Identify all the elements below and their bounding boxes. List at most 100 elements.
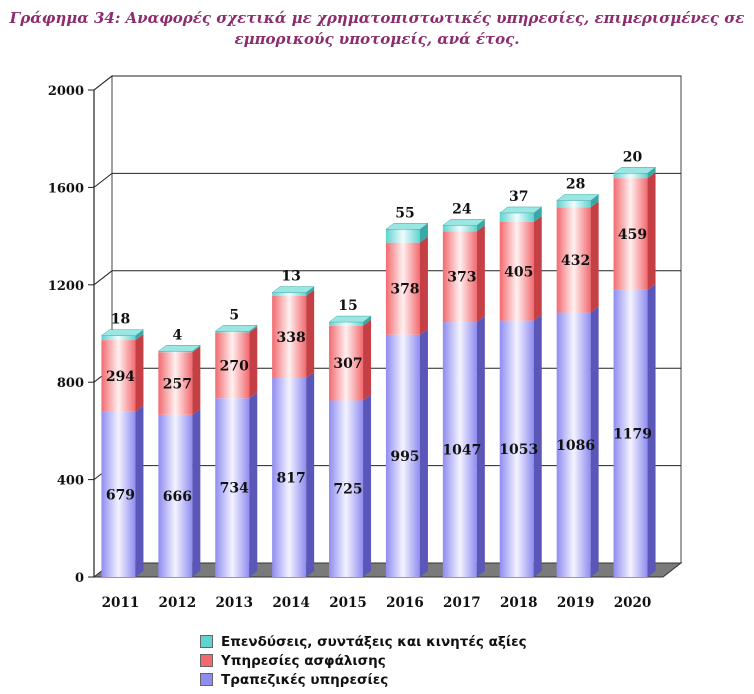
bar-side-banking-2019 — [590, 306, 599, 577]
data-label-insurance-2012: 257 — [163, 377, 192, 393]
gridline-side — [93, 270, 113, 286]
legend-label-banking: Τραπεζικές υπηρεσίες — [221, 671, 389, 688]
bar-side-insurance-2014 — [306, 289, 315, 379]
bar-insurance-2012 — [158, 352, 193, 415]
bar-side-banking-2016 — [419, 328, 428, 577]
bar-investments-2015 — [329, 322, 364, 326]
y-tick-label: 2000 — [48, 84, 84, 99]
chart-title-line-2: εμπορικούς υποτομείς, ανά έτος. — [234, 30, 520, 48]
bar-side-banking-2015 — [363, 394, 372, 577]
legend-item-banking: Τραπεζικές υπηρεσίες — [200, 670, 527, 689]
bar-insurance-2017 — [442, 231, 477, 323]
legend-label-insurance: Υπηρεσίες ασφάλισης — [221, 652, 386, 669]
x-tick-label-2018: 2018 — [500, 595, 538, 611]
bar-side-investments-2019 — [590, 194, 599, 208]
bar-investments-2011 — [101, 335, 136, 341]
bar-side-banking-2012 — [192, 408, 201, 577]
data-label-insurance-2015: 307 — [333, 356, 362, 372]
bar-insurance-2013 — [215, 332, 250, 399]
bar-insurance-2014 — [272, 295, 307, 379]
data-label-banking-2020: 1179 — [613, 426, 652, 442]
y-tick-label: 800 — [57, 376, 84, 391]
data-label-insurance-2018: 405 — [504, 264, 533, 280]
data-label-banking-2012: 666 — [163, 489, 192, 505]
bar-banking-2014 — [272, 378, 307, 577]
bar-investments-2013 — [215, 331, 250, 333]
x-tick-label-2012: 2012 — [159, 595, 197, 611]
bar-side-insurance-2020 — [647, 172, 656, 290]
bar-top-2019 — [555, 194, 600, 201]
data-label-investments-2016: 55 — [395, 205, 414, 221]
bar-investments-2018 — [499, 212, 534, 222]
bar-side-banking-2020 — [647, 283, 656, 577]
bar-investments-2019 — [556, 200, 591, 208]
data-label-banking-2019: 1086 — [556, 438, 595, 454]
bar-insurance-2011 — [101, 340, 136, 412]
data-label-insurance-2017: 373 — [447, 270, 476, 286]
data-label-investments-2014: 13 — [281, 269, 300, 285]
y-tick-label: 0 — [75, 571, 84, 586]
data-label-investments-2017: 24 — [452, 201, 472, 217]
bar-banking-2013 — [215, 398, 250, 577]
bar-investments-2012 — [158, 351, 193, 353]
bar-side-banking-2011 — [135, 405, 144, 577]
bar-top-2012 — [157, 345, 202, 352]
data-label-banking-2018: 1053 — [499, 442, 538, 458]
bar-banking-2011 — [101, 411, 136, 577]
x-tick-label-2013: 2013 — [215, 595, 253, 611]
legend: Επενδύσεις, συντάξεις και κινητές αξίες Υ… — [200, 632, 527, 689]
bar-side-insurance-2016 — [419, 236, 428, 335]
chart-title: Γράφημα 34: Αναφορές σχετικά με χρηματοπ… — [0, 8, 754, 50]
bar-side-investments-2018 — [533, 206, 542, 222]
bar-insurance-2015 — [329, 325, 364, 401]
bar-banking-2018 — [499, 320, 534, 577]
bar-investments-2020 — [613, 173, 648, 179]
bar-side-investments-2020 — [647, 167, 656, 179]
data-label-banking-2017: 1047 — [442, 443, 481, 459]
bar-insurance-2019 — [556, 207, 591, 313]
bar-side-investments-2015 — [363, 316, 372, 326]
bar-top-2011 — [100, 329, 145, 336]
bar-side-insurance-2019 — [590, 201, 599, 313]
data-label-insurance-2020: 459 — [618, 227, 647, 243]
bar-top-2020 — [612, 167, 657, 174]
bar-top-2017 — [442, 219, 486, 226]
legend-label-investments: Επενδύσεις, συντάξεις και κινητές αξίες — [221, 633, 527, 650]
bar-top-2018 — [499, 206, 543, 214]
stacked-bar-chart: 0 400 800 1200 1600 2000 679 294 18 2011 666 257 4 20… — [48, 74, 683, 611]
y-tick-label: 1600 — [48, 181, 84, 196]
data-label-insurance-2013: 270 — [220, 358, 249, 374]
data-label-banking-2014: 817 — [277, 471, 306, 487]
data-label-banking-2015: 725 — [333, 482, 362, 498]
bar-top-2013 — [214, 325, 258, 332]
x-tick-label-2011: 2011 — [102, 595, 140, 611]
data-label-insurance-2019: 432 — [561, 253, 590, 269]
data-label-investments-2015: 15 — [338, 298, 357, 314]
data-label-investments-2018: 37 — [509, 189, 528, 205]
legend-item-investments: Επενδύσεις, συντάξεις και κινητές αξίες — [200, 632, 527, 651]
bar-insurance-2018 — [499, 221, 534, 321]
bar-insurance-2016 — [385, 242, 420, 335]
x-tick-label-2014: 2014 — [272, 595, 310, 611]
y-tick-label: 400 — [57, 474, 84, 489]
x-tick-label-2017: 2017 — [443, 595, 481, 611]
data-label-insurance-2016: 378 — [390, 282, 419, 298]
bar-banking-2012 — [158, 414, 193, 577]
data-label-banking-2016: 995 — [390, 449, 419, 465]
data-label-banking-2011: 679 — [106, 487, 135, 503]
legend-swatch-banking — [200, 673, 213, 686]
x-tick-label-2019: 2019 — [557, 595, 595, 611]
y-tick-label: 1200 — [48, 279, 84, 294]
bar-banking-2019 — [556, 312, 591, 577]
x-tick-label-2020: 2020 — [614, 595, 652, 611]
data-label-insurance-2011: 294 — [106, 369, 135, 385]
bar-banking-2017 — [442, 322, 477, 577]
bar-side-investments-2016 — [419, 223, 428, 243]
bar-side-banking-2014 — [306, 372, 315, 577]
bar-investments-2017 — [442, 225, 477, 232]
bar-side-insurance-2013 — [249, 326, 258, 399]
bar-side-insurance-2017 — [476, 225, 485, 323]
x-tick-label-2016: 2016 — [386, 595, 424, 611]
gridline-side — [93, 75, 113, 91]
data-label-investments-2011: 18 — [111, 312, 130, 328]
